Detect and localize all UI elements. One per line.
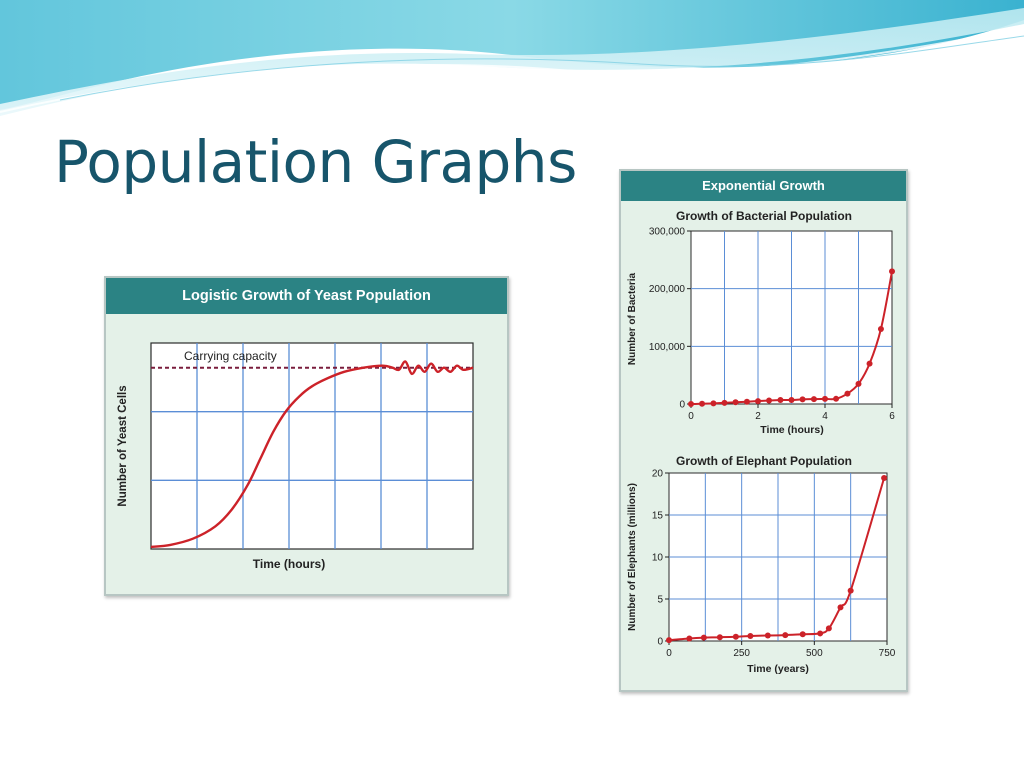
yeast-population-chart: Carrying capacity Time (hours) Number of… — [117, 342, 474, 571]
bacteria-chart-title: Growth of Bacterial Population — [676, 209, 852, 223]
bacteria-data-point — [810, 396, 817, 403]
yeast-y-axis-label: Number of Yeast Cells — [117, 385, 129, 506]
elephant-data-point — [732, 633, 739, 640]
yeast-plot-area — [150, 342, 474, 550]
bacteria-y-tick-label: 0 — [679, 400, 685, 411]
bacteria-data-point — [877, 326, 884, 333]
elephant-y-tick-label: 0 — [657, 637, 663, 648]
exponential-panel-header: Exponential Growth — [621, 171, 906, 201]
elephant-data-point — [825, 625, 832, 632]
yeast-x-axis-label: Time (hours) — [253, 557, 325, 571]
bacteria-data-point — [743, 398, 750, 405]
elephant-x-tick-label: 750 — [879, 648, 896, 659]
bacteria-data-point — [889, 268, 895, 275]
bacteria-data-point — [844, 390, 851, 397]
elephant-x-axis-label: Time (years) — [747, 663, 809, 675]
header-wave-decoration — [0, 0, 1024, 116]
bacteria-data-point — [788, 396, 795, 403]
bacteria-data-point — [822, 395, 828, 402]
yeast-growth-curve — [150, 360, 474, 549]
elephant-y-tick-label: 10 — [652, 553, 664, 564]
logistic-panel-header: Logistic Growth of Yeast Population — [106, 278, 507, 314]
elephant-data-point — [747, 632, 754, 639]
elephant-data-point — [686, 635, 693, 642]
bacteria-y-tick-label: 100,000 — [649, 342, 686, 353]
elephant-data-point — [716, 634, 723, 641]
elephant-data-point — [666, 637, 672, 644]
elephant-data-point — [700, 634, 707, 641]
bacteria-data-point — [699, 400, 706, 407]
elephant-data-point — [817, 630, 824, 637]
bacteria-y-tick-label: 200,000 — [649, 284, 686, 295]
exponential-growth-panel: Exponential Growth Growth of Bacterial P… — [619, 169, 908, 692]
bacteria-x-axis-label: Time (hours) — [760, 424, 823, 436]
logistic-growth-panel: Logistic Growth of Yeast Population Carr… — [104, 276, 509, 596]
exponential-charts: Growth of Bacterial Population 0 100,000 2… — [627, 209, 896, 675]
bacteria-data-point — [833, 395, 840, 402]
bacteria-data-point — [777, 396, 784, 403]
elephant-data-point — [881, 475, 888, 482]
elephant-data-point — [847, 587, 854, 594]
elephant-y-axis-label: Number of Elephants (millions) — [627, 483, 638, 631]
bacteria-data-point — [710, 400, 717, 407]
elephant-x-tick-label: 500 — [806, 648, 823, 659]
elephant-data-point — [764, 632, 771, 639]
elephant-chart-title: Growth of Elephant Population — [676, 454, 852, 468]
elephant-data-point — [837, 604, 844, 611]
bacteria-data-point — [855, 380, 862, 387]
elephant-y-tick-label: 15 — [652, 511, 664, 522]
bacteria-y-tick-label: 300,000 — [649, 227, 686, 238]
bacteria-y-axis-label: Number of Bacteria — [627, 272, 638, 365]
bacteria-x-tick-label: 4 — [822, 411, 828, 422]
bacteria-data-point — [866, 360, 873, 367]
elephant-y-tick-label: 20 — [652, 469, 664, 480]
bacteria-x-tick-label: 2 — [755, 411, 761, 422]
bacteria-x-tick-label: 6 — [889, 411, 895, 422]
bacteria-data-point — [721, 399, 728, 406]
elephant-x-tick-label: 250 — [733, 648, 750, 659]
slide-title: Population Graphs — [54, 128, 577, 196]
elephant-data-point — [782, 632, 789, 639]
bacteria-x-tick-label: 0 — [688, 411, 694, 422]
elephant-y-tick-label: 5 — [657, 595, 663, 606]
bacteria-data-point — [755, 398, 761, 405]
bacteria-data-point — [732, 399, 739, 406]
bacteria-data-point — [799, 396, 806, 403]
elephant-x-tick-label: 0 — [666, 648, 672, 659]
carrying-capacity-label: Carrying capacity — [184, 349, 277, 363]
bacteria-data-point — [688, 401, 694, 407]
bacteria-data-point — [766, 397, 773, 404]
elephant-data-point — [799, 631, 806, 638]
